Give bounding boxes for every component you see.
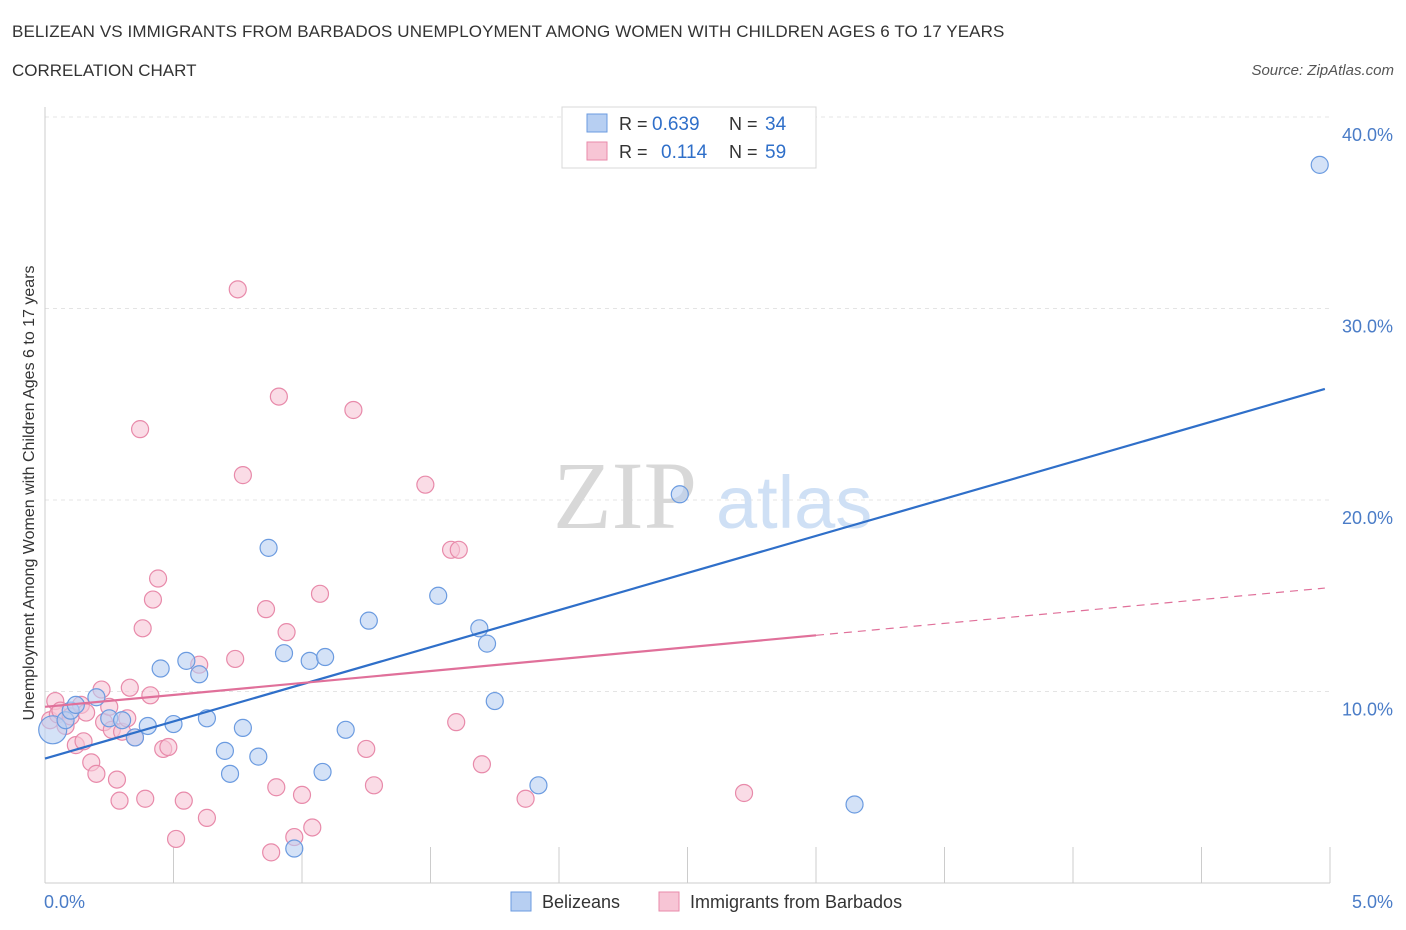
y-tick-label-2: 30.0% <box>1342 317 1393 337</box>
trend-line-barbados-extension <box>815 587 1325 636</box>
belizean-point <box>485 691 504 711</box>
belizean-point <box>845 795 864 814</box>
legend-swatch-belizeans <box>510 891 532 912</box>
barbados-point <box>148 569 168 588</box>
belizean-point <box>477 634 497 653</box>
barbados-point <box>416 475 435 494</box>
trend-line-barbados <box>44 634 817 708</box>
belizean-point <box>670 485 689 504</box>
barbados-point <box>292 785 312 805</box>
barbados-point <box>233 466 252 485</box>
barbados-point <box>141 686 160 705</box>
barbados-point <box>130 420 150 439</box>
belizean-point <box>233 718 252 737</box>
barbados-point <box>107 770 127 789</box>
barbados-point <box>357 739 376 759</box>
x-tick-label-0: 0.0% <box>44 892 85 912</box>
barbados-point <box>267 778 286 797</box>
legend-swatch-barbados <box>658 891 680 912</box>
y-axis-label: Unemployment Among Women with Children A… <box>21 265 38 720</box>
barbados-point <box>310 584 330 603</box>
belizean-point <box>316 647 335 667</box>
x-tick-label-1: 5.0% <box>1352 892 1393 912</box>
belizean-point <box>220 764 240 783</box>
belizean-point <box>300 651 319 670</box>
belizean-point <box>429 586 448 605</box>
barbados-point <box>256 600 276 619</box>
legend-r-label-1: R = <box>619 142 648 162</box>
belizean-point <box>215 741 234 760</box>
legend-top-swatch-belizeans <box>586 113 608 133</box>
belizean-point <box>1310 155 1329 174</box>
belizean-point <box>313 762 332 782</box>
barbados-point <box>136 789 155 808</box>
belizean-point <box>285 839 304 858</box>
belizean-point <box>112 711 132 730</box>
barbados-point <box>734 783 754 803</box>
legend-bottom: Belizeans Immigrants from Barbados <box>510 891 902 912</box>
chart-title: BELIZEAN VS IMMIGRANTS FROM BARBADOS UNE… <box>12 22 1005 41</box>
trend-lines <box>44 387 1326 760</box>
legend-n-label-1: N = <box>729 142 758 162</box>
legend-top-swatch-barbados <box>586 141 608 161</box>
legend-top: R = 0.639 N = 34 R = 0.114 N = 59 <box>561 106 817 169</box>
y-tick-label-1: 20.0% <box>1342 508 1393 528</box>
barbados-point <box>277 623 296 642</box>
legend-r-label-0: R = <box>619 114 648 134</box>
legend-n-label-0: N = <box>729 114 758 134</box>
y-tick-labels: 10.0% 20.0% 30.0% 40.0% <box>1342 125 1393 720</box>
barbados-point <box>303 818 322 837</box>
trend-line-belizeans <box>44 387 1326 760</box>
belizean-point <box>177 651 196 670</box>
legend-n-value-0: 34 <box>765 114 787 135</box>
barbados-point <box>269 387 288 406</box>
barbados-point <box>159 737 178 757</box>
belizean-point <box>151 659 170 678</box>
barbados-point <box>447 713 466 732</box>
source-label: Source: ZipAtlas.com <box>1251 62 1394 79</box>
barbados-point <box>143 590 163 609</box>
barbados-point <box>228 280 247 299</box>
axes <box>44 107 1331 884</box>
barbados-point <box>226 649 245 669</box>
barbados-point <box>166 829 186 849</box>
barbados-point <box>472 755 491 774</box>
belizean-point <box>259 538 278 557</box>
barbados-point <box>120 678 139 697</box>
barbados-point <box>87 764 106 783</box>
watermark-atlas: atlas <box>716 461 872 544</box>
legend-label-barbados: Immigrants from Barbados <box>690 892 902 912</box>
chart-subtitle: CORRELATION CHART <box>12 61 197 80</box>
barbados-point <box>449 540 468 559</box>
belizean-point <box>529 776 548 795</box>
legend-r-value-1: 0.114 <box>661 142 708 163</box>
belizean-point <box>138 716 157 736</box>
y-tick-label-0: 10.0% <box>1342 700 1393 720</box>
belizean-point <box>249 747 268 766</box>
belizean-point <box>336 720 355 739</box>
barbados-point <box>174 791 193 810</box>
barbados-point <box>344 400 363 420</box>
barbados-point <box>197 808 217 827</box>
barbados-point <box>110 791 129 810</box>
belizean-point <box>359 611 378 630</box>
barbados-point <box>516 789 535 808</box>
barbados-point <box>133 619 152 638</box>
y-tick-label-3: 40.0% <box>1342 125 1393 145</box>
belizean-point <box>190 665 209 684</box>
legend-r-value-0: 0.639 <box>652 114 700 135</box>
barbados-point <box>364 776 384 795</box>
legend-n-value-1: 59 <box>765 142 786 163</box>
series-immigrants-from-barbados-points <box>41 280 754 862</box>
barbados-point <box>262 843 281 862</box>
legend-label-belizeans: Belizeans <box>542 892 620 912</box>
belizean-point <box>274 644 294 663</box>
